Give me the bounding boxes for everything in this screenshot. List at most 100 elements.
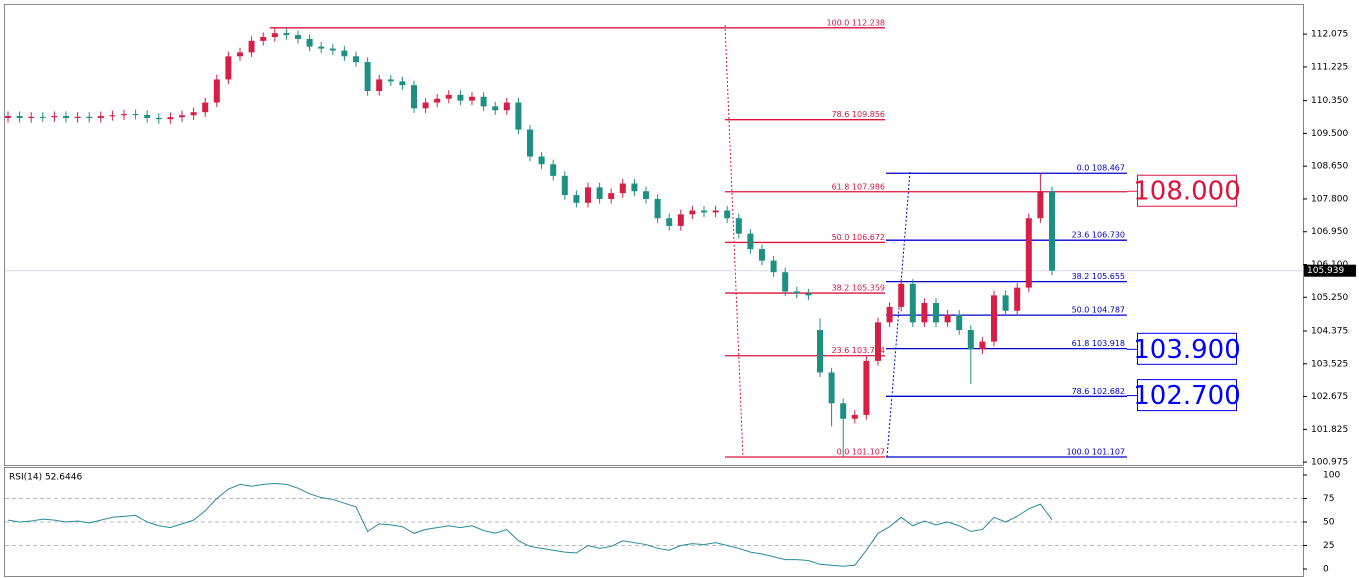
candle-body (237, 52, 243, 57)
candle-body (735, 218, 742, 234)
fib-label: 0.0 108.467 (1077, 164, 1125, 173)
candle-body (109, 115, 116, 117)
candle-body (260, 37, 267, 41)
target-label: 102.700 (1133, 381, 1241, 411)
current-price-label: 105.939 (1307, 266, 1344, 276)
candle-body (283, 33, 290, 36)
fib-label: 23.6 106.730 (1072, 231, 1125, 240)
y-tick-label: 106.950 (1311, 227, 1348, 237)
candle-body (422, 102, 429, 109)
candle-body (51, 116, 58, 118)
candle-body (828, 372, 835, 404)
candle-body (155, 117, 162, 120)
y-tick-label: 109.500 (1311, 129, 1348, 139)
candle-body (944, 314, 951, 323)
y-tick-label: 108.650 (1311, 162, 1348, 172)
candle-body (701, 210, 707, 213)
candle-body (643, 191, 649, 199)
target-box (1137, 332, 1237, 365)
target-box (1137, 174, 1237, 207)
y-tick-label: 107.800 (1311, 194, 1348, 204)
candle-body (608, 193, 615, 199)
candle-body (967, 330, 974, 350)
candle-body (167, 117, 174, 120)
target-label: 108.000 (1133, 177, 1241, 207)
candle-body (225, 56, 232, 80)
fib-label: 38.2 105.359 (832, 284, 885, 293)
candle-body (666, 218, 673, 226)
fib-label: 78.6 109.856 (832, 110, 885, 119)
candle-body (712, 210, 719, 213)
candle-body (376, 79, 383, 91)
candle-body (121, 114, 127, 116)
fib-label: 50.0 104.787 (1072, 306, 1125, 315)
trend-line (724, 24, 744, 458)
candle-body (469, 96, 475, 101)
candle-body (805, 293, 812, 296)
candle-body (411, 85, 417, 109)
candle-body (271, 33, 278, 38)
fib-label: 61.8 107.986 (832, 182, 885, 191)
candle-body (677, 214, 684, 226)
y-tick-label: 75 (1323, 494, 1334, 504)
candle-body (747, 233, 754, 250)
candle-body (434, 98, 441, 103)
y-tick-label: 101.825 (1311, 425, 1348, 435)
candle-body (793, 291, 800, 294)
fib-label: 0.0 101.107 (837, 448, 885, 457)
candle-body (190, 112, 197, 116)
y-tick-label: 103.525 (1311, 359, 1348, 369)
candle-body (550, 164, 557, 176)
candle-body (561, 175, 568, 196)
y-tick-label: 105.250 (1311, 293, 1348, 303)
y-tick-label: 50 (1323, 518, 1335, 528)
candle-body (527, 129, 533, 157)
candle-body (1014, 287, 1021, 311)
y-tick-label: 100 (1323, 470, 1340, 480)
y-tick-label: 104.375 (1311, 327, 1348, 337)
candle-body (817, 330, 823, 373)
candle-body (515, 102, 522, 130)
rsi-line (7, 482, 1053, 567)
candle-body (144, 114, 151, 118)
candle-body (1049, 191, 1055, 271)
candle-body (782, 272, 789, 292)
rsi-panel (4, 467, 1304, 577)
candle-body (585, 187, 591, 203)
candle-body (318, 46, 325, 49)
y-tick-label: 110.350 (1311, 96, 1348, 106)
candle-body (979, 341, 986, 350)
candle-body (74, 116, 81, 118)
target-box (1137, 379, 1237, 412)
candle-body (16, 116, 23, 118)
fib-label: 38.2 105.655 (1072, 272, 1125, 281)
candle-body (503, 102, 510, 111)
fib-label: 78.6 102.682 (1072, 387, 1125, 396)
fib-label: 50.0 106.672 (832, 233, 885, 242)
fib-label: 61.8 103.918 (1072, 339, 1125, 348)
candle-body (596, 187, 603, 199)
candle-body (63, 116, 69, 118)
candle-body (179, 115, 185, 118)
candle-body (399, 81, 406, 86)
fib-label: 23.6 103.734 (832, 346, 885, 355)
candle-body (364, 62, 371, 91)
candle-body (329, 48, 336, 51)
candle-body (875, 322, 881, 361)
y-tick-label: 100.975 (1311, 458, 1348, 468)
candle-body (770, 260, 777, 273)
candle-body (538, 156, 545, 165)
current-price-box (1304, 264, 1356, 277)
candle-body (933, 303, 939, 323)
fib-label: 100.0 112.238 (826, 18, 885, 27)
candle-body (202, 102, 209, 113)
candle-body (991, 295, 997, 342)
y-tick-label: 25 (1323, 541, 1334, 551)
candle-body (341, 50, 348, 57)
candle-body (573, 195, 580, 203)
candle-body (759, 249, 765, 261)
y-tick-label: 112.075 (1311, 30, 1348, 40)
candle-body (353, 56, 359, 63)
candle-body (480, 96, 487, 107)
